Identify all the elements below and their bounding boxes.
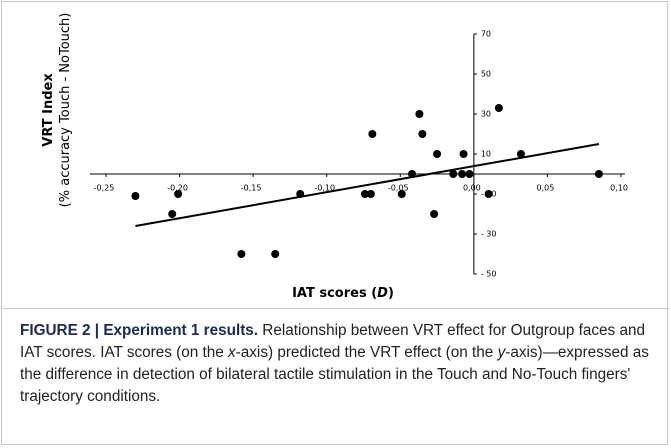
y-tick-label: - 30	[481, 230, 497, 239]
x-tick-label: 0,05	[537, 184, 555, 193]
y-tick-label: - 50	[481, 270, 497, 279]
caption-text: y	[497, 344, 506, 361]
point	[237, 250, 246, 258]
point	[174, 190, 183, 198]
x-axis-label-part: )	[388, 286, 394, 301]
caption: FIGURE 2 | Experiment 1 results. Relatio…	[20, 320, 658, 408]
point	[594, 170, 603, 178]
point	[465, 170, 474, 178]
point	[458, 170, 467, 178]
y-tick-label: 70	[481, 30, 491, 39]
y-axis-label-title: VRT Index	[41, 73, 56, 147]
caption-text: x	[228, 344, 236, 361]
point	[296, 190, 305, 198]
chart: -0,25 -0,20 -0,15 -0,10 -0,05 0,00 0,05 0,10 - 5…	[41, 13, 628, 301]
x-tick-label: -0,05	[388, 184, 409, 193]
point	[459, 150, 468, 158]
y-tick-label: 30	[481, 110, 491, 119]
point	[408, 170, 417, 178]
point	[168, 210, 177, 218]
caption-lead: FIGURE 2 | Experiment 1 results.	[20, 322, 259, 339]
trend-line	[135, 143, 600, 227]
caption-text: -axis) predicted the VRT effect (on the	[235, 344, 498, 361]
caption-body: Relationship between VRT effect for Outg…	[20, 322, 649, 405]
point	[368, 130, 377, 138]
point	[484, 190, 493, 198]
point	[415, 110, 424, 118]
point	[131, 192, 140, 200]
x-tick-label: 0,00	[463, 184, 481, 193]
point	[360, 190, 369, 198]
point	[418, 130, 427, 138]
caption-text: -axis)—expressed as the difference in de…	[20, 344, 649, 405]
x-tick-label: -0,15	[241, 184, 262, 193]
caption-text: Relationship between VRT effect for Outg…	[20, 322, 645, 361]
point	[271, 250, 280, 258]
y-tick-label: 50	[481, 70, 491, 79]
point	[494, 104, 503, 112]
point	[430, 210, 439, 218]
x-tick-label: -0,20	[167, 184, 188, 193]
x-tick-label: 0,10	[610, 184, 628, 193]
point	[433, 150, 442, 158]
separator	[2, 308, 669, 309]
y-tick-label: 10	[481, 150, 491, 159]
y-axis-label-sub: (% accuracy Touch - NoTouch)	[58, 13, 73, 208]
x-axis-label: IAT scores (D)	[292, 286, 394, 301]
point	[516, 150, 525, 158]
x-tick-label: -0,25	[94, 184, 115, 193]
point	[397, 190, 406, 198]
point	[366, 190, 375, 198]
x-tick-label: -0,10	[314, 184, 335, 193]
y-axis-label: VRT Index (% accuracy Touch - NoTouch)	[41, 13, 73, 208]
x-axis-label-part: D	[377, 286, 388, 301]
x-axis-label-part: IAT scores (	[292, 286, 377, 301]
point	[449, 170, 458, 178]
